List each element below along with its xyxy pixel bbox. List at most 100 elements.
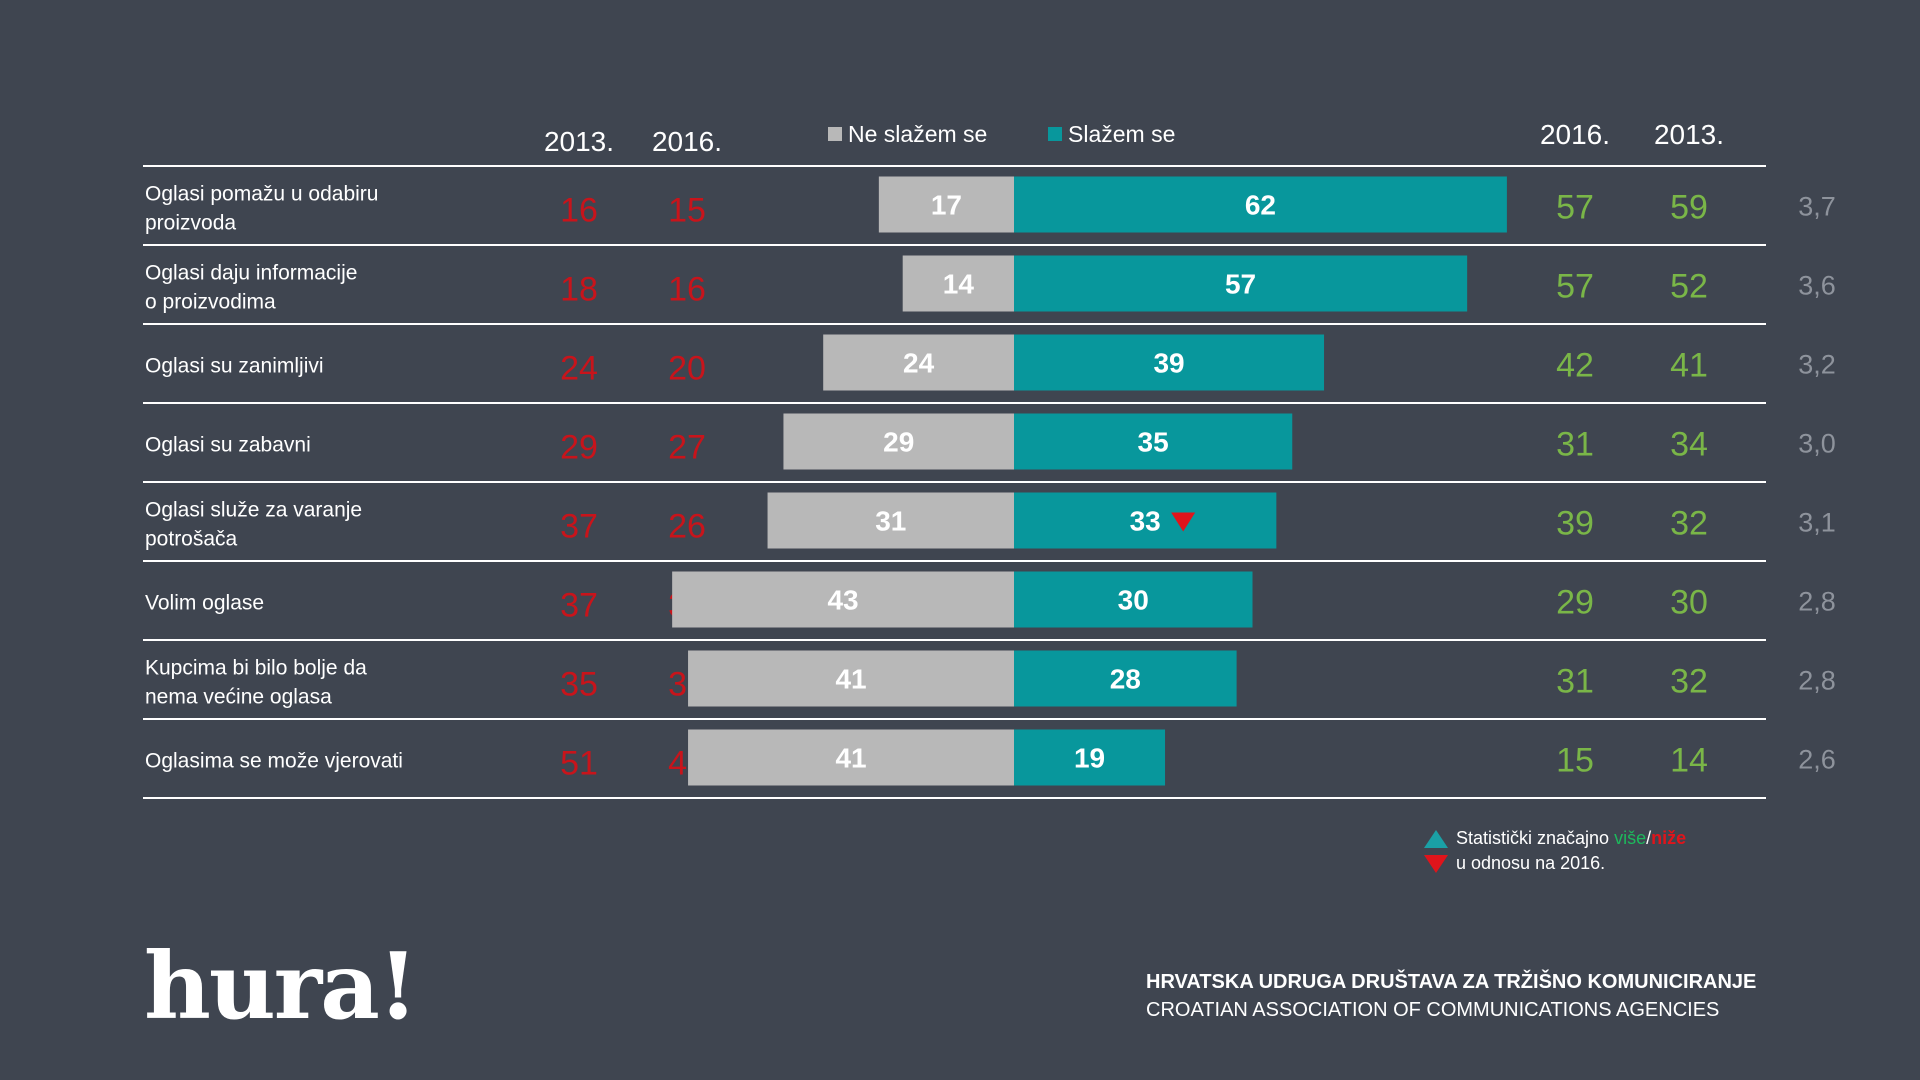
agree-bar [1014, 255, 1468, 312]
agree-2013-value: 14 [1670, 742, 1708, 780]
average-score: 2,8 [1798, 666, 1836, 696]
agree-bar-label: 30 [1118, 585, 1149, 616]
agree-2016-value: 31 [1556, 426, 1594, 464]
disagree-2016-value: 15 [668, 192, 706, 230]
agree-2013-value: 32 [1670, 505, 1708, 543]
disagree-bar-label: 29 [883, 427, 914, 458]
header-right-2016: 2016. [1540, 119, 1610, 150]
agree-2013-value: 30 [1670, 584, 1708, 622]
significance-lower: niže [1651, 828, 1687, 848]
row-label: Oglasima se može vjerovati [145, 750, 403, 773]
average-score: 3,7 [1798, 192, 1836, 222]
disagree-bar-label: 14 [943, 269, 975, 300]
agree-bar [1014, 176, 1507, 233]
disagree-bar-label: 31 [875, 506, 906, 537]
significance-line-1: Statistički značajno više/niže [1456, 826, 1686, 851]
disagree-2013-value: 35 [560, 666, 598, 704]
agree-2016-value: 29 [1556, 584, 1594, 622]
average-score: 3,1 [1798, 508, 1836, 538]
significance-separator: / [1646, 828, 1652, 848]
average-score: 3,2 [1798, 350, 1836, 380]
legend-agree-swatch [1048, 127, 1062, 141]
agree-2013-value: 52 [1670, 268, 1708, 306]
legend-disagree-swatch [828, 127, 842, 141]
significance-down-icon [1171, 512, 1196, 532]
significance-prefix: Statistički značajno [1456, 828, 1615, 848]
agree-2013-value: 41 [1670, 347, 1708, 385]
row-label: Kupcima bi bilo bolje da [145, 657, 367, 680]
agree-bar-label: 62 [1245, 190, 1276, 221]
row-label: Oglasi daju informacije [145, 262, 357, 285]
disagree-2013-value: 18 [560, 271, 598, 309]
disagree-bar [823, 334, 1014, 391]
disagree-bar [672, 571, 1014, 628]
significance-higher: više [1614, 828, 1647, 848]
disagree-2013-value: 51 [560, 745, 598, 783]
row-label: Oglasi pomažu u odabiru [145, 183, 378, 206]
average-score: 2,8 [1798, 587, 1836, 617]
average-score: 2,6 [1798, 745, 1836, 775]
disagree-2013-value: 29 [560, 429, 598, 467]
disagree-bar [688, 650, 1014, 707]
disagree-2013-value: 24 [560, 350, 598, 388]
agree-2013-value: 34 [1670, 426, 1708, 464]
agree-2016-value: 15 [1556, 742, 1594, 780]
agree-bar [1014, 413, 1293, 470]
disagree-bar [688, 729, 1014, 786]
agree-bar-label: 19 [1074, 743, 1105, 774]
disagree-2016-value: 16 [668, 271, 706, 309]
agree-bar [1014, 334, 1325, 391]
row-label: proizvoda [145, 212, 236, 235]
disagree-bar-label: 24 [903, 348, 935, 379]
agree-bar [1014, 650, 1237, 707]
agree-2016-value: 57 [1556, 189, 1594, 227]
agree-2016-value: 57 [1556, 268, 1594, 306]
significance-legend: Statistički značajno više/niže u odnosu … [1424, 826, 1686, 876]
row-label: o proizvodima [145, 291, 276, 314]
agree-2013-value: 32 [1670, 663, 1708, 701]
significance-line-2: u odnosu na 2016. [1456, 853, 1606, 873]
average-score: 3,0 [1798, 429, 1836, 459]
row-label: Oglasi su zanimljivi [145, 355, 324, 378]
agree-bar [1014, 571, 1253, 628]
hura-logo: hura! [144, 932, 418, 1040]
significance-up-icon [1424, 830, 1448, 848]
agree-bar-label: 28 [1110, 664, 1141, 695]
average-score: 3,6 [1798, 271, 1836, 301]
agree-2016-value: 39 [1556, 505, 1594, 543]
disagree-2013-value: 16 [560, 192, 598, 230]
disagree-2016-value: 27 [668, 429, 706, 467]
header-right-2013: 2013. [1654, 119, 1724, 150]
disagree-bar-label: 43 [827, 585, 858, 616]
agree-bar-label: 57 [1225, 269, 1256, 300]
agree-bar-label: 35 [1138, 427, 1169, 458]
agree-bar-label: 39 [1153, 348, 1184, 379]
row-label: Volim oglase [145, 592, 264, 615]
agree-bar [1014, 492, 1277, 549]
organization-name-hr: HRVATSKA UDRUGA DRUŠTAVA ZA TRŽIŠNO KOMU… [1146, 971, 1757, 993]
agree-2013-value: 59 [1670, 189, 1708, 227]
disagree-bar-label: 17 [931, 190, 962, 221]
agree-2016-value: 31 [1556, 663, 1594, 701]
row-label: Oglasi su zabavni [145, 434, 311, 457]
header-left-2016: 2016. [652, 126, 722, 157]
agree-2016-value: 42 [1556, 347, 1594, 385]
header-left-2013: 2013. [544, 126, 614, 157]
row-label: nema većine oglasa [145, 686, 332, 709]
organization-name: HRVATSKA UDRUGA DRUŠTAVA ZA TRŽIŠNO KOMU… [1146, 968, 1756, 1024]
agree-bar [1014, 729, 1166, 786]
row-label: Oglasi služe za varanje [145, 499, 362, 522]
disagree-2016-value: 26 [668, 508, 706, 546]
legend-agree-label: Slažem se [1068, 121, 1175, 147]
row-label: potrošača [145, 528, 238, 551]
disagree-bar [783, 413, 1014, 470]
legend-disagree-label: Ne slažem se [848, 121, 987, 147]
organization-name-en: CROATIAN ASSOCIATION OF COMMUNICATIONS A… [1146, 999, 1720, 1021]
significance-down-icon [1424, 855, 1448, 873]
agree-bar-label: 33 [1130, 506, 1161, 537]
disagree-2013-value: 37 [560, 508, 598, 546]
disagree-bar [902, 255, 1014, 312]
disagree-bar-label: 41 [835, 743, 866, 774]
disagree-bar [878, 176, 1014, 233]
